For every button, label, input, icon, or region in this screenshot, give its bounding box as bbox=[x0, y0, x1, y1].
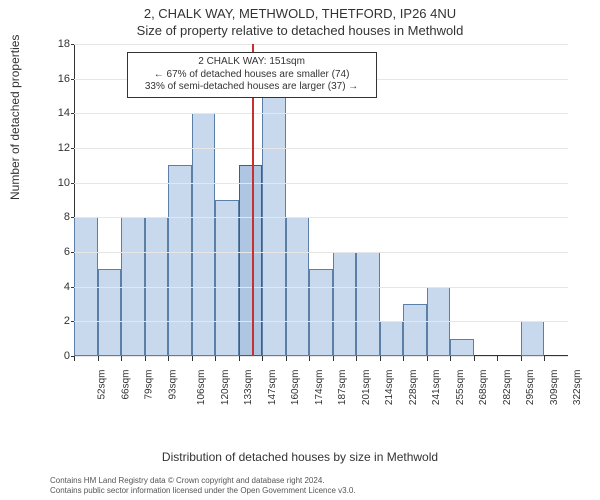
x-tick-label: 133sqm bbox=[243, 370, 254, 406]
x-tick-label: 322sqm bbox=[573, 370, 584, 406]
x-tick-mark bbox=[333, 356, 334, 361]
x-tick-mark bbox=[544, 356, 545, 361]
x-tick-label: 187sqm bbox=[337, 370, 348, 406]
histogram-bar bbox=[450, 339, 474, 356]
x-tick-label: 120sqm bbox=[220, 370, 231, 406]
x-tick-mark bbox=[403, 356, 404, 361]
y-tick-label: 4 bbox=[64, 281, 70, 293]
annotation-line-2: ← 67% of detached houses are smaller (74… bbox=[134, 69, 370, 82]
annotation-line-3: 33% of semi-detached houses are larger (… bbox=[134, 81, 370, 94]
grid-line bbox=[74, 183, 568, 184]
x-tick-label: 79sqm bbox=[144, 370, 155, 400]
x-tick-label: 106sqm bbox=[196, 370, 207, 406]
y-tick-label: 14 bbox=[58, 107, 70, 119]
x-tick-mark bbox=[145, 356, 146, 361]
x-axis-title: Distribution of detached houses by size … bbox=[0, 450, 600, 464]
y-tick-label: 6 bbox=[64, 246, 70, 258]
grid-line bbox=[74, 321, 568, 322]
x-tick-mark bbox=[74, 356, 75, 361]
x-tick-label: 295sqm bbox=[526, 370, 537, 406]
x-tick-mark bbox=[356, 356, 357, 361]
x-tick-label: 268sqm bbox=[478, 370, 489, 406]
footer-attribution: Contains HM Land Registry data © Crown c… bbox=[50, 476, 356, 496]
y-tick-label: 16 bbox=[58, 73, 70, 85]
x-tick-label: 93sqm bbox=[167, 370, 178, 400]
y-tick-label: 8 bbox=[64, 211, 70, 223]
x-tick-mark bbox=[239, 356, 240, 361]
x-tick-label: 309sqm bbox=[549, 370, 560, 406]
x-tick-label: 174sqm bbox=[314, 370, 325, 406]
chart-title: 2, CHALK WAY, METHWOLD, THETFORD, IP26 4… bbox=[0, 0, 600, 21]
histogram-bar bbox=[333, 252, 357, 356]
y-tick-label: 0 bbox=[64, 350, 70, 362]
histogram-bar bbox=[521, 321, 545, 356]
x-tick-mark bbox=[168, 356, 169, 361]
annotation-line-1: 2 CHALK WAY: 151sqm bbox=[134, 56, 370, 69]
x-tick-mark bbox=[215, 356, 216, 361]
grid-line bbox=[74, 148, 568, 149]
y-tick-label: 2 bbox=[64, 315, 70, 327]
y-tick-label: 18 bbox=[58, 38, 70, 50]
histogram-bar bbox=[168, 165, 192, 356]
grid-line bbox=[74, 44, 568, 45]
x-tick-label: 147sqm bbox=[267, 370, 278, 406]
x-tick-mark bbox=[286, 356, 287, 361]
x-tick-label: 241sqm bbox=[431, 370, 442, 406]
grid-line bbox=[74, 113, 568, 114]
x-tick-label: 66sqm bbox=[120, 370, 131, 400]
x-tick-label: 160sqm bbox=[290, 370, 301, 406]
histogram-bar bbox=[239, 165, 263, 356]
x-tick-label: 201sqm bbox=[361, 370, 372, 406]
chart-subtitle: Size of property relative to detached ho… bbox=[0, 23, 600, 38]
histogram-bar bbox=[309, 269, 333, 356]
histogram-bar bbox=[98, 269, 122, 356]
x-tick-mark bbox=[262, 356, 263, 361]
histogram-bar bbox=[215, 200, 239, 356]
x-tick-mark bbox=[474, 356, 475, 361]
x-tick-mark bbox=[497, 356, 498, 361]
footer-line-2: Contains public sector information licen… bbox=[50, 486, 356, 496]
x-tick-label: 52sqm bbox=[97, 370, 108, 400]
x-tick-mark bbox=[521, 356, 522, 361]
x-tick-mark bbox=[192, 356, 193, 361]
x-tick-mark bbox=[309, 356, 310, 361]
histogram-bar bbox=[380, 321, 404, 356]
y-tick-label: 12 bbox=[58, 142, 70, 154]
x-tick-mark bbox=[427, 356, 428, 361]
histogram-bar bbox=[192, 113, 216, 356]
x-tick-label: 228sqm bbox=[408, 370, 419, 406]
histogram-bar bbox=[356, 252, 380, 356]
annotation-box: 2 CHALK WAY: 151sqm ← 67% of detached ho… bbox=[127, 52, 377, 98]
grid-line bbox=[74, 217, 568, 218]
histogram-bar bbox=[262, 96, 286, 356]
histogram-bar bbox=[403, 304, 427, 356]
grid-line bbox=[74, 287, 568, 288]
x-tick-label: 282sqm bbox=[502, 370, 513, 406]
x-tick-label: 214sqm bbox=[384, 370, 395, 406]
x-axis-labels: 52sqm66sqm79sqm93sqm106sqm120sqm133sqm14… bbox=[74, 356, 568, 384]
x-tick-mark bbox=[450, 356, 451, 361]
x-tick-mark bbox=[121, 356, 122, 361]
grid-line bbox=[74, 252, 568, 253]
footer-line-1: Contains HM Land Registry data © Crown c… bbox=[50, 476, 356, 486]
y-tick-label: 10 bbox=[58, 177, 70, 189]
y-axis-title: Number of detached properties bbox=[8, 35, 22, 200]
y-axis: 024681012141618 bbox=[44, 44, 74, 356]
x-tick-mark bbox=[380, 356, 381, 361]
x-tick-label: 255sqm bbox=[455, 370, 466, 406]
x-tick-mark bbox=[98, 356, 99, 361]
